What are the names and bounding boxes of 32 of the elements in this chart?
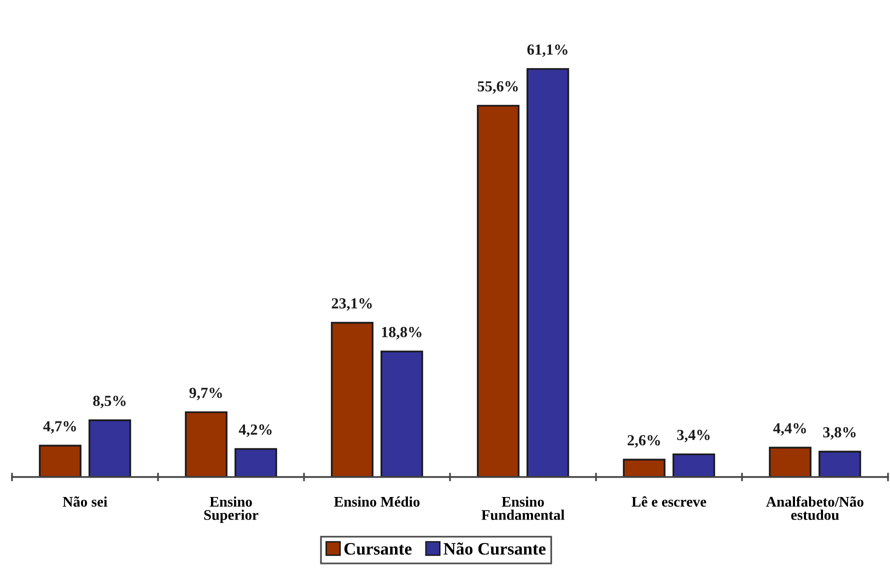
- data-label: 3,8%: [823, 427, 856, 440]
- bar: [622, 458, 666, 477]
- bar: [818, 450, 862, 477]
- data-label: 61,1%: [527, 44, 568, 57]
- legend-label: Cursante: [344, 543, 412, 555]
- data-label: 2,6%: [628, 435, 660, 448]
- bar: [330, 322, 374, 477]
- bar: [234, 448, 278, 477]
- data-label: 9,7%: [189, 388, 222, 400]
- data-label: 8,5%: [93, 396, 126, 408]
- bar: [768, 446, 812, 477]
- data-label: 55,6%: [478, 81, 518, 94]
- data-label: 4,7%: [43, 421, 76, 434]
- x-tick-label: Ensino Fundamental: [482, 496, 564, 520]
- bar: [526, 68, 570, 477]
- x-tick-label: Lê e escreve: [632, 496, 706, 507]
- x-tick-label: Ensino Médio: [334, 496, 420, 507]
- data-label: 18,8%: [382, 326, 422, 340]
- x-tick-label: Ensino Superior: [204, 496, 258, 523]
- bar: [184, 411, 228, 477]
- x-tick-label: Analfabeto/Não estudou: [766, 496, 864, 520]
- data-label: 4,2%: [238, 424, 272, 437]
- data-label: 4,4%: [773, 423, 806, 436]
- data-label: 23,1%: [332, 298, 372, 311]
- bar: [476, 104, 520, 477]
- bar: [38, 444, 82, 477]
- bar: [380, 350, 424, 477]
- bar: [88, 419, 132, 477]
- x-tick-label: Não sei: [62, 496, 108, 507]
- data-label: 3,4%: [677, 430, 710, 442]
- legend-label: Não Cursante: [444, 542, 546, 555]
- bar: [672, 453, 716, 477]
